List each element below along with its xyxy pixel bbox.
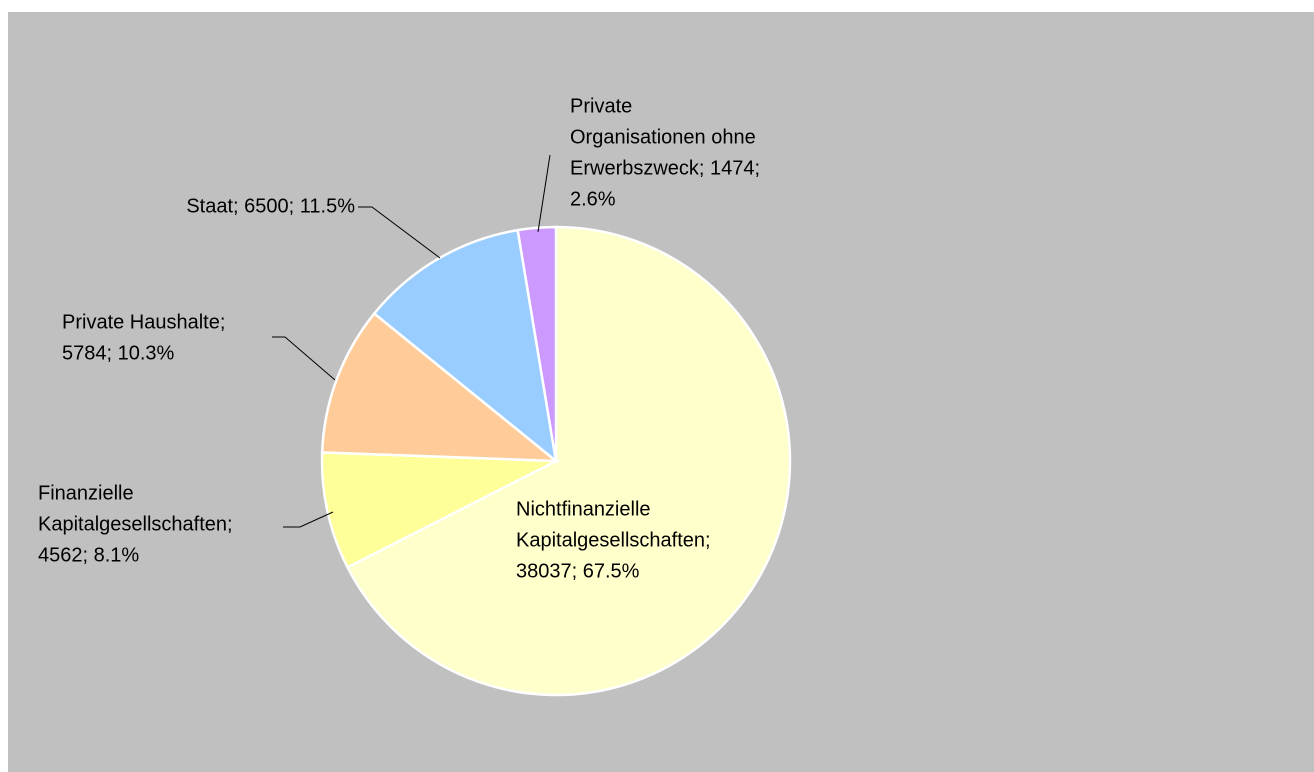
data-label: Kapitalgesellschaften; xyxy=(38,513,233,535)
leader-line xyxy=(283,511,334,528)
data-label: 5784; 10.3% xyxy=(62,342,175,364)
pie-slice xyxy=(372,228,558,465)
leader-line xyxy=(358,206,441,259)
data-label: Private Haushalte; xyxy=(62,311,225,333)
pie-slice xyxy=(345,225,792,697)
data-label: Kapitalgesellschaften; xyxy=(516,529,711,551)
leader-line xyxy=(537,154,551,233)
data-label: 4562; 8.1% xyxy=(38,544,139,566)
data-label: Nichtfinanzielle xyxy=(516,498,651,520)
data-label: Staat; 6500; 11.5% xyxy=(186,195,355,217)
pie-slice xyxy=(320,311,560,463)
data-label: Finanzielle xyxy=(38,482,134,504)
pie-slice xyxy=(320,451,561,570)
data-label: Organisationen ohne xyxy=(570,126,756,148)
pie-slice xyxy=(516,225,558,462)
data-label: 38037; 67.5% xyxy=(516,560,640,582)
data-label: Private xyxy=(570,95,632,117)
leader-line xyxy=(272,336,336,381)
data-label: Erwerbszweck; 1474; xyxy=(570,157,760,179)
data-label: 2.6% xyxy=(570,188,616,210)
